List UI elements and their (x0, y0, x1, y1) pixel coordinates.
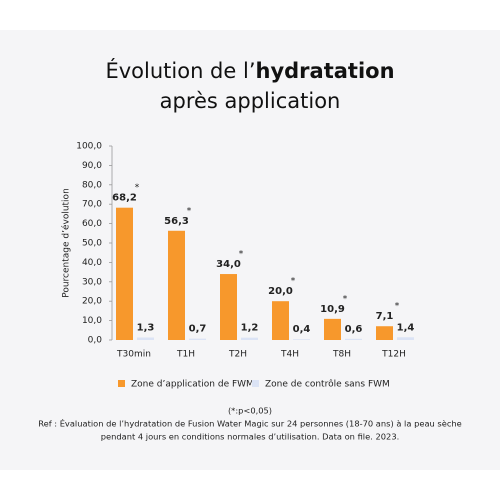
value-label: 68,2 (112, 193, 137, 204)
bar (324, 318, 341, 340)
legend-swatch (252, 380, 259, 387)
x-tick-label: T1H (176, 350, 195, 360)
y-tick-label: 70,0 (82, 200, 102, 210)
bar (272, 301, 289, 340)
y-tick-label: 30,0 (82, 277, 102, 287)
title-part: Évolution de l’ (105, 58, 255, 83)
significance-marker: * (187, 206, 192, 216)
bar (241, 337, 258, 340)
y-tick-label: 40,0 (82, 258, 102, 268)
significance-marker: * (343, 294, 348, 304)
y-axis-title: Pourcentage d’évolution (61, 188, 72, 298)
value-label: 1,4 (397, 322, 415, 333)
legend-swatch (118, 380, 125, 387)
x-tick-label: T2H (228, 350, 247, 360)
chart-title: Évolution de l’hydratation (105, 58, 394, 83)
background (0, 30, 500, 470)
value-label: 1,3 (137, 322, 155, 333)
x-tick-label: T30min (116, 350, 151, 360)
y-tick-label: 60,0 (82, 219, 102, 229)
value-label: 0,4 (293, 324, 311, 335)
bar (220, 274, 237, 340)
bar (168, 230, 185, 340)
legend-label: Zone d’application de FWM (131, 380, 254, 390)
bar (345, 338, 362, 340)
value-label: 56,3 (164, 216, 189, 227)
y-tick-label: 50,0 (82, 239, 102, 249)
legend-label: Zone de contrôle sans FWM (265, 379, 390, 390)
x-tick-label: T8H (332, 350, 351, 360)
bar (397, 337, 414, 340)
significance-marker: * (239, 250, 244, 260)
value-label: 10,9 (320, 304, 345, 315)
value-label: 0,7 (189, 324, 207, 335)
significance-marker: * (291, 277, 296, 287)
bar (189, 338, 206, 340)
bar (293, 339, 310, 340)
chart-title: après application (160, 89, 341, 113)
y-tick-label: 0,0 (88, 336, 103, 346)
reference: pendant 4 jours en conditions normales d… (101, 432, 400, 442)
bar (376, 326, 393, 340)
value-label: 1,2 (241, 323, 259, 334)
y-tick-label: 80,0 (82, 180, 102, 190)
value-label: 7,1 (376, 311, 394, 322)
significance-marker: * (135, 183, 140, 193)
bar (116, 207, 133, 340)
bar (137, 337, 154, 340)
footnote: (*:p<0,05) (228, 406, 272, 416)
value-label: 20,0 (268, 286, 293, 297)
value-label: 0,6 (345, 324, 363, 335)
x-tick-label: T4H (280, 350, 299, 360)
x-tick-label: T12H (381, 350, 406, 360)
y-tick-label: 100,0 (76, 142, 102, 152)
title-part: hydratation (256, 59, 395, 83)
y-tick-label: 20,0 (82, 297, 102, 307)
y-tick-label: 90,0 (82, 161, 102, 171)
significance-marker: * (395, 302, 400, 312)
reference: Ref : Évaluation de l’hydratation de Fus… (38, 418, 462, 429)
y-tick-label: 10,0 (82, 316, 102, 326)
value-label: 34,0 (216, 259, 241, 270)
